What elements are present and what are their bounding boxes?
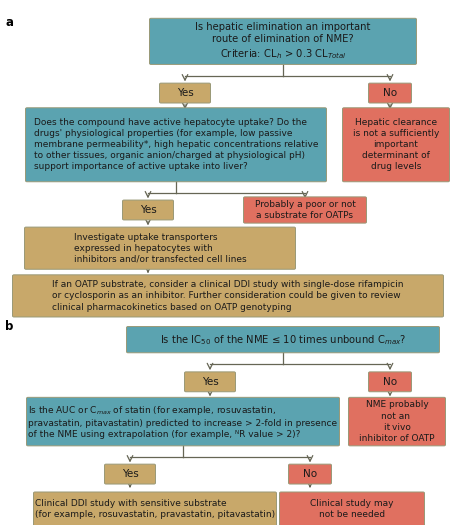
- Text: Does the compound have active hepatocyte uptake? Do the
drugs' physiological pro: Does the compound have active hepatocyte…: [34, 118, 318, 172]
- FancyBboxPatch shape: [348, 397, 446, 446]
- Text: a: a: [5, 16, 13, 29]
- FancyBboxPatch shape: [342, 108, 450, 182]
- Text: Hepatic clearance
is not a sufficiently
important
determinant of
drug levels: Hepatic clearance is not a sufficiently …: [353, 118, 439, 172]
- FancyBboxPatch shape: [279, 492, 424, 525]
- FancyBboxPatch shape: [104, 464, 156, 484]
- Text: Is the AUC or C$_{max}$ of statin (for example, rosuvastatin,
pravastatin, pitav: Is the AUC or C$_{max}$ of statin (for e…: [28, 404, 338, 439]
- FancyBboxPatch shape: [369, 372, 411, 392]
- FancyBboxPatch shape: [24, 227, 296, 269]
- Text: No: No: [383, 88, 397, 98]
- FancyBboxPatch shape: [13, 275, 444, 317]
- FancyBboxPatch shape: [27, 397, 339, 446]
- Text: No: No: [303, 469, 317, 479]
- Text: Clinical study may
not be needed: Clinical study may not be needed: [310, 499, 394, 519]
- FancyBboxPatch shape: [288, 464, 332, 484]
- Text: Yes: Yes: [202, 377, 218, 387]
- Text: b: b: [5, 320, 13, 333]
- FancyBboxPatch shape: [33, 492, 276, 525]
- FancyBboxPatch shape: [122, 200, 174, 220]
- FancyBboxPatch shape: [184, 372, 235, 392]
- Text: Yes: Yes: [122, 469, 139, 479]
- Text: Is hepatic elimination an important
route of elimination of NME?
Criteria: CL$_h: Is hepatic elimination an important rout…: [195, 22, 371, 61]
- Text: No: No: [383, 377, 397, 387]
- Text: Yes: Yes: [140, 205, 157, 215]
- Text: If an OATP substrate, consider a clinical DDI study with single-dose rifampicin
: If an OATP substrate, consider a clinica…: [52, 280, 404, 311]
- Text: Clinical DDI study with sensitive substrate
(for example, rosuvastatin, pravasta: Clinical DDI study with sensitive substr…: [35, 499, 275, 519]
- Text: NME probably
not an 
it vivo
inhibitor of OATP: NME probably not an it vivo inhibitor of…: [359, 401, 435, 443]
- FancyBboxPatch shape: [369, 83, 411, 103]
- Text: Is the IC$_{50}$ of the NME ≤ 10 times unbound C$_{max}$?: Is the IC$_{50}$ of the NME ≤ 10 times u…: [160, 333, 406, 347]
- FancyBboxPatch shape: [26, 108, 327, 182]
- Text: Probably a poor or not
a substrate for OATPs: Probably a poor or not a substrate for O…: [255, 200, 356, 220]
- FancyBboxPatch shape: [159, 83, 211, 103]
- Text: Investigate uptake transporters
expressed in hepatocytes with
inhibitors and/or : Investigate uptake transporters expresse…: [74, 233, 246, 264]
- FancyBboxPatch shape: [243, 197, 366, 223]
- Text: Yes: Yes: [176, 88, 194, 98]
- FancyBboxPatch shape: [149, 18, 417, 65]
- FancyBboxPatch shape: [126, 327, 440, 353]
